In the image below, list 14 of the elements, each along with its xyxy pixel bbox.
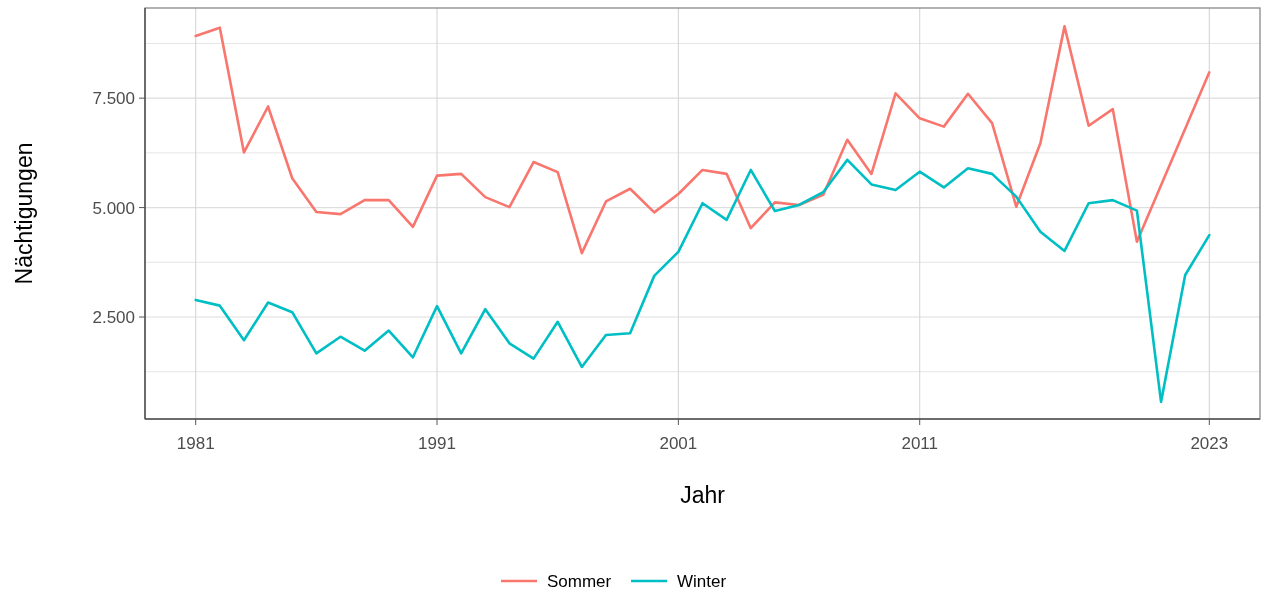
y-tick-label: 7.500: [92, 89, 135, 109]
y-axis-title: Nächtigungen: [11, 142, 37, 285]
y-tick-label: 5.000: [92, 198, 135, 218]
x-tick-label: 2011: [901, 434, 938, 453]
legend-label: Sommer: [547, 571, 612, 591]
y-tick-label: 2.500: [92, 307, 135, 327]
x-tick-label: 1991: [418, 434, 456, 453]
x-axis-title: Jahr: [680, 482, 726, 508]
legend-label: Winter: [677, 571, 727, 591]
line-series: [194, 158, 1211, 404]
line-series: [194, 25, 1211, 255]
x-tick-label: 2001: [659, 434, 698, 453]
x-tick-label: 1981: [176, 434, 215, 453]
x-tick-label: 2023: [1190, 434, 1229, 453]
